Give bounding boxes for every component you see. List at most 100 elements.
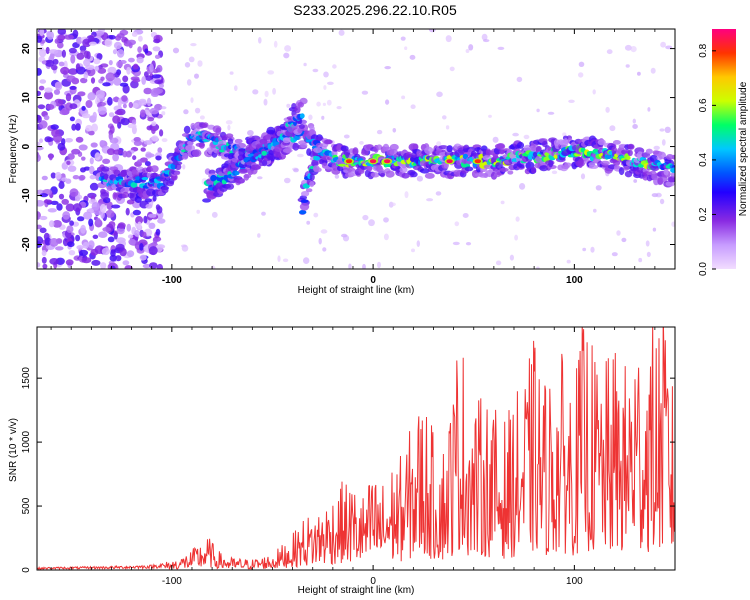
noise-speckle: [133, 140, 143, 146]
spectrogram-y-ticks: 20 10 0 -10 -20: [21, 43, 675, 252]
noise-speckle: [435, 191, 442, 196]
noise-speckle: [69, 188, 79, 197]
noise-speckle: [182, 164, 186, 170]
snr-plot: -100 0 100 0 500 1000 1500 Height of straight…: [8, 326, 676, 596]
noise-speckle: [79, 45, 87, 52]
noise-speckle: [257, 176, 263, 180]
ridge-blob: [627, 143, 635, 150]
noise-speckle: [69, 85, 77, 90]
noise-speckle: [283, 52, 290, 59]
figure-title: S233.2025.296.22.10.R05: [293, 2, 457, 18]
noise-speckle: [92, 234, 99, 239]
ridge-blob: [309, 181, 315, 188]
noise-speckle: [126, 250, 135, 258]
noise-speckle: [161, 111, 166, 116]
noise-speckle: [566, 259, 571, 264]
noise-speckle: [83, 71, 89, 80]
snr-series-line: [37, 327, 675, 570]
colorbar-ticks: 0.0 0.2 0.4 0.6 0.8: [698, 43, 716, 276]
noise-speckle: [53, 133, 63, 143]
noise-speckle: [342, 235, 350, 242]
noise-speckle: [277, 255, 281, 262]
noise-speckle: [100, 76, 105, 81]
noise-speckle: [102, 82, 111, 87]
ridge-core: [299, 210, 307, 215]
noise-speckle: [108, 35, 116, 40]
noise-speckle: [98, 231, 108, 238]
noise-speckle: [104, 38, 113, 47]
noise-speckle: [48, 153, 53, 161]
noise-speckle: [516, 76, 523, 83]
noise-speckle: [128, 238, 136, 245]
noise-speckle: [465, 242, 472, 246]
noise-speckle: [109, 125, 115, 134]
ridge-blob: [309, 129, 315, 137]
noise-speckle: [272, 87, 276, 95]
noise-speckle: [578, 61, 585, 67]
noise-speckle: [80, 167, 86, 173]
noise-speckle: [359, 141, 364, 145]
ridge-blob: [367, 164, 373, 172]
noise-speckle: [37, 154, 41, 162]
noise-speckle: [551, 170, 558, 175]
noise-speckle: [258, 37, 262, 44]
noise-speckle: [454, 221, 460, 227]
noise-speckle: [137, 46, 142, 53]
noise-speckle: [97, 105, 107, 115]
noise-speckle: [267, 70, 275, 75]
noise-speckle: [55, 246, 64, 251]
noise-speckle: [88, 218, 94, 227]
colorbar: 0.0 0.2 0.4 0.6 0.8 Normalized spectral ampl…: [698, 29, 749, 276]
ridge-blob: [507, 170, 514, 175]
ridge-blob: [182, 152, 189, 160]
spectrogram-x-label: Height of straight line (km): [298, 285, 415, 296]
noise-speckle: [284, 177, 291, 184]
noise-speckle: [519, 183, 526, 190]
colorbar-tick-label: 0.6: [698, 98, 709, 112]
noise-speckle: [106, 148, 115, 156]
ridge-blob: [492, 152, 499, 159]
noise-speckle: [65, 138, 73, 143]
ridge-blob: [266, 126, 276, 135]
noise-speckle: [138, 100, 147, 106]
noise-speckle: [58, 61, 65, 67]
noise-speckle: [110, 265, 116, 269]
noise-speckle: [334, 174, 340, 179]
noise-speckle: [650, 67, 656, 74]
noise-speckle: [140, 109, 146, 118]
noise-speckle: [590, 246, 595, 253]
ridge-blob: [399, 166, 408, 173]
noise-speckle: [88, 41, 97, 46]
noise-speckle: [39, 29, 45, 36]
noise-speckle: [321, 115, 325, 120]
noise-speckle: [368, 219, 375, 227]
noise-speckle: [547, 111, 555, 115]
noise-speckle: [78, 144, 88, 151]
noise-speckle: [37, 146, 44, 151]
noise-speckle: [57, 34, 66, 41]
ridge-blob: [243, 174, 252, 179]
noise-speckle: [113, 41, 122, 50]
noise-speckle: [42, 263, 48, 269]
noise-speckle: [108, 60, 113, 66]
noise-speckle: [42, 60, 47, 65]
noise-speckle: [149, 107, 159, 115]
noise-speckle: [264, 90, 269, 98]
noise-speckle: [82, 38, 92, 48]
ridge-blob: [548, 159, 554, 168]
ridge-blob: [234, 138, 243, 144]
noise-speckle: [50, 172, 56, 179]
noise-speckle: [131, 119, 137, 126]
noise-speckle: [75, 63, 81, 71]
noise-speckle: [229, 71, 234, 75]
noise-speckle: [152, 46, 161, 52]
noise-speckle: [102, 158, 111, 164]
noise-speckle: [293, 168, 299, 173]
noise-speckle: [142, 231, 147, 239]
noise-speckle: [143, 215, 148, 224]
noise-speckle: [303, 62, 307, 67]
noise-speckle: [261, 211, 266, 216]
noise-speckle: [119, 82, 129, 87]
noise-speckle: [247, 130, 254, 136]
noise-speckle: [509, 254, 514, 261]
